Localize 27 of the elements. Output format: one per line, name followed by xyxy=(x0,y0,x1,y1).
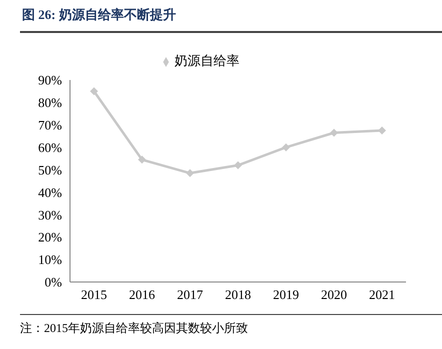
y-tick-label: 30% xyxy=(38,207,62,222)
y-tick-label: 70% xyxy=(38,118,62,133)
x-tick-label: 2018 xyxy=(225,287,251,302)
legend-label: 奶源自给率 xyxy=(174,53,240,68)
y-tick-label: 0% xyxy=(44,274,62,290)
point xyxy=(186,169,194,178)
x-tick-label: 2019 xyxy=(273,287,299,302)
y-tick-label: 10% xyxy=(38,252,62,268)
point xyxy=(378,126,386,134)
y-tick-label: 40% xyxy=(38,184,62,200)
x-tick-label: 2015 xyxy=(81,287,107,302)
point xyxy=(330,128,338,137)
chart-title: 图 26: 奶源自给率不断提升 xyxy=(22,6,176,24)
x-tick-label: 2017 xyxy=(177,287,204,302)
x-tick-label: 2020 xyxy=(321,287,347,302)
y-tick-label: 50% xyxy=(38,162,62,178)
y-tick-label: 20% xyxy=(38,230,62,245)
text: 注：2015年奶源自给率较高因其数较小所致 xyxy=(20,320,248,337)
point xyxy=(234,161,242,170)
x-tick-label: 2021 xyxy=(369,287,395,302)
point xyxy=(90,87,98,96)
point xyxy=(138,156,146,164)
y-tick-label: 90% xyxy=(38,72,62,88)
y-tick-label: 80% xyxy=(38,95,62,110)
x-tick-label: 2016 xyxy=(129,287,156,302)
point xyxy=(282,143,290,152)
y-tick-label: 60% xyxy=(38,140,62,155)
